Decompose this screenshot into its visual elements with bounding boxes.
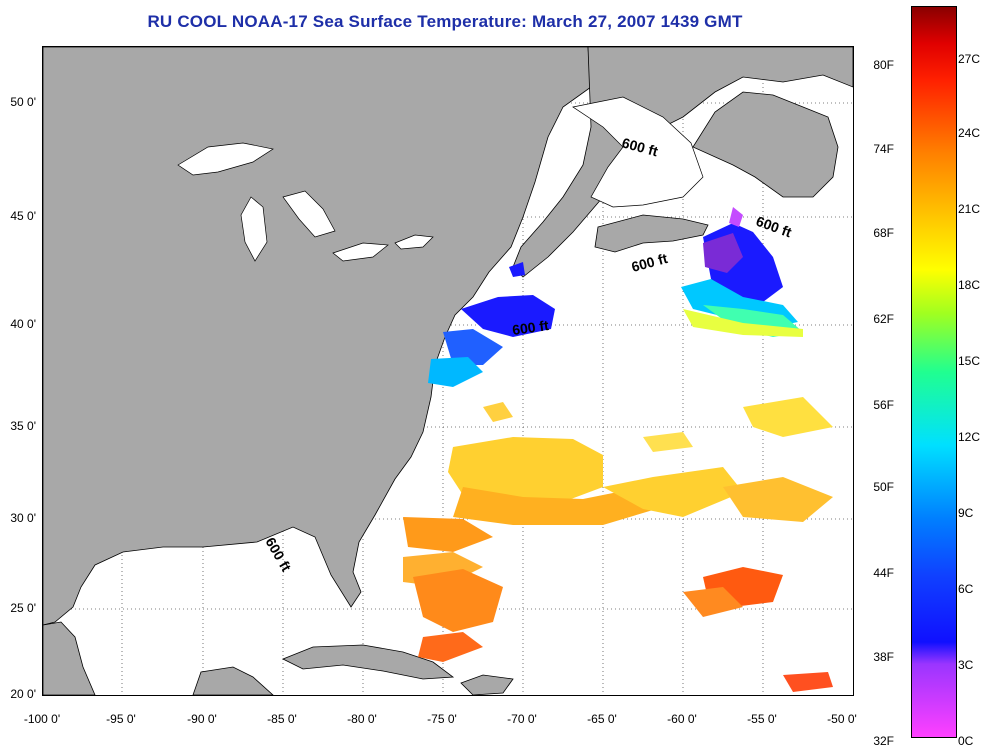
lat-label: 30 0' <box>10 511 36 525</box>
lon-label: -75 0' <box>427 712 457 726</box>
lat-label: 25 0' <box>10 601 36 615</box>
temperature-colorbar <box>911 6 957 738</box>
lon-label: -55 0' <box>747 712 777 726</box>
lat-label: 50 0' <box>10 95 36 109</box>
lon-label: -60 0' <box>667 712 697 726</box>
lon-label: -50 0' <box>827 712 857 726</box>
mexico-land <box>43 621 96 695</box>
colorbar-c-label: 18C <box>958 278 981 292</box>
colorbar-c-label: 15C <box>958 354 981 368</box>
north-america-land <box>43 47 592 626</box>
sst-data <box>403 207 833 692</box>
newfoundland-land <box>692 91 839 198</box>
colorbar-c-label: 21C <box>958 202 981 216</box>
st-lawrence-water <box>572 96 704 208</box>
colorbar-f-label: 44F <box>873 566 894 580</box>
colorbar-f-label: 68F <box>873 226 894 240</box>
great-lakes <box>177 142 434 262</box>
lon-label: -80 0' <box>347 712 377 726</box>
colorbar-f-label: 38F <box>873 650 894 664</box>
colorbar-f-label: 56F <box>873 398 894 412</box>
sst-map[interactable]: 600 ft 600 ft 600 ft 600 ft 600 ft <box>42 46 854 696</box>
lon-label: -100 0' <box>23 712 61 726</box>
colorbar-f-label: 74F <box>873 142 894 156</box>
colorbar-f-label: 80F <box>873 58 894 72</box>
lon-label: -90 0' <box>187 712 217 726</box>
colorbar-c-label: 0C <box>958 734 974 748</box>
colorbar-c-label: 12C <box>958 430 981 444</box>
cape-breton-land <box>594 214 709 253</box>
cuba-land <box>282 644 455 680</box>
yucatan-land <box>192 666 274 695</box>
lat-label: 45 0' <box>10 209 36 223</box>
lon-label: -65 0' <box>587 712 617 726</box>
colorbar-f-label: 32F <box>873 734 894 748</box>
colorbar-c-label: 9C <box>958 506 974 520</box>
lat-label: 40 0' <box>10 317 36 331</box>
lat-label: 35 0' <box>10 419 36 433</box>
map-title: RU COOL NOAA-17 Sea Surface Temperature:… <box>147 12 743 31</box>
lat-label: 20 0' <box>10 687 36 701</box>
colorbar-c-label: 3C <box>958 658 974 672</box>
lon-label: -85 0' <box>267 712 297 726</box>
lon-label: -95 0' <box>106 712 136 726</box>
hispaniola-land <box>460 674 514 695</box>
colorbar-f-label: 50F <box>873 480 894 494</box>
colorbar-c-label: 27C <box>958 52 981 66</box>
contour-label-3: 600 ft <box>630 250 670 275</box>
contour-label-5: 600 ft <box>262 535 294 575</box>
contour-label-4: 600 ft <box>511 317 550 338</box>
lon-label: -70 0' <box>507 712 537 726</box>
colorbar-f-label: 62F <box>873 312 894 326</box>
contour-label-2: 600 ft <box>754 213 794 241</box>
colorbar-c-label: 6C <box>958 582 974 596</box>
colorbar-c-label: 24C <box>958 126 981 140</box>
